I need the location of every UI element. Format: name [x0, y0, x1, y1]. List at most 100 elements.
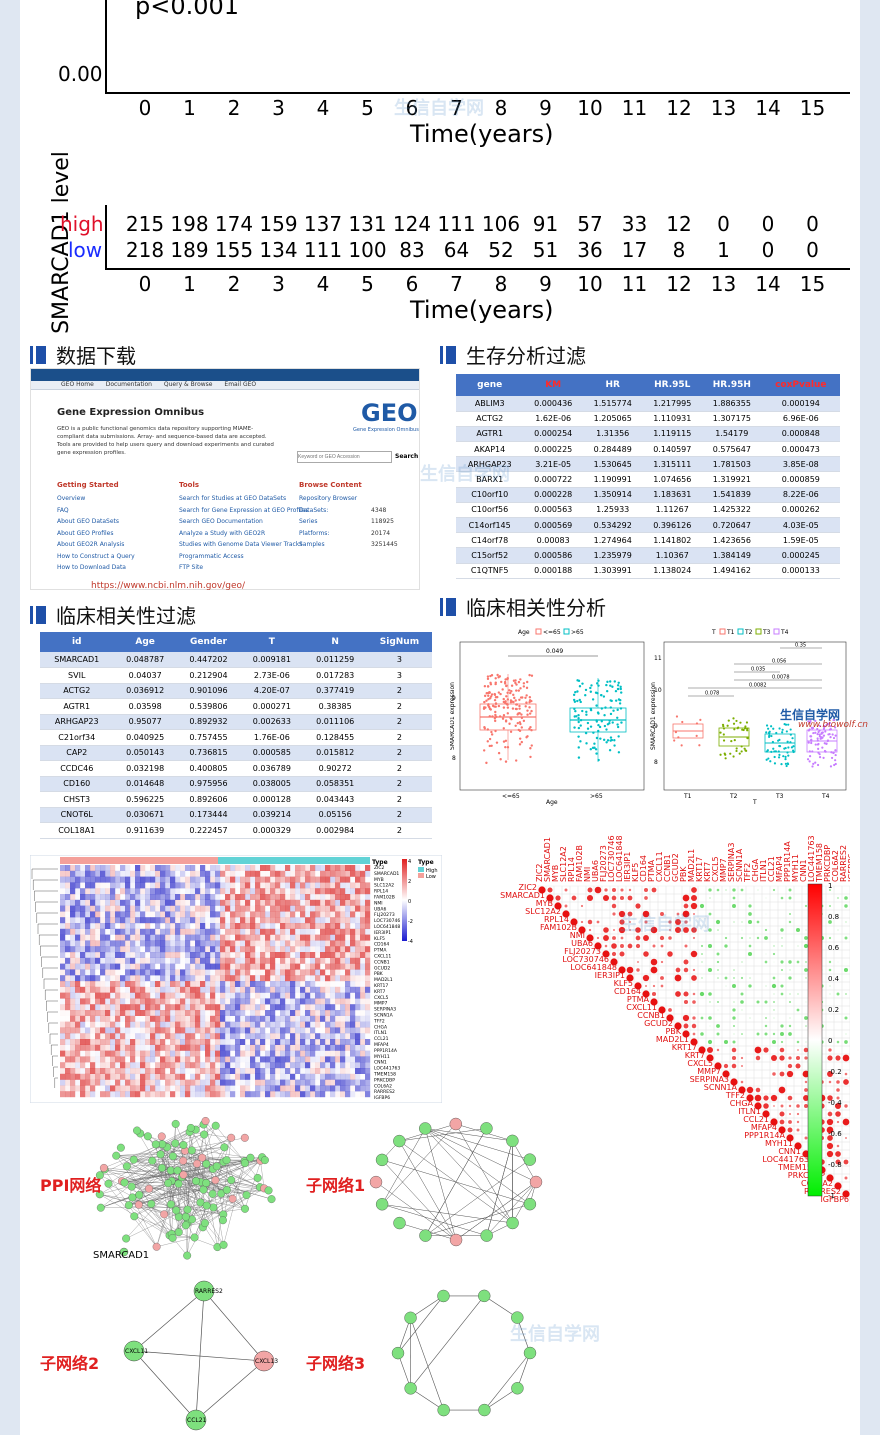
geo-browse-link[interactable]: Series: [299, 518, 318, 525]
table-cell: 3: [366, 652, 432, 668]
svg-text:T3: T3: [775, 793, 784, 800]
geo-tool-link[interactable]: FTP Site: [179, 564, 204, 571]
table-cell: 0.534292: [582, 517, 643, 534]
risk-x-tick: 10: [577, 272, 603, 296]
table-cell: 1.350914: [582, 487, 643, 503]
risk-low-count: 100: [348, 238, 387, 262]
table-cell: 1.11267: [642, 502, 703, 519]
geo-nav-docs[interactable]: Documentation: [105, 381, 152, 388]
table-cell: 0.000436: [523, 396, 583, 412]
risk-x-axis: [105, 268, 850, 270]
geo-link[interactable]: About GEO DataSets: [57, 518, 120, 525]
table-cell: 2: [366, 791, 432, 808]
risk-high-count: 174: [214, 212, 254, 236]
svg-text:SMARCAD1: SMARCAD1: [374, 871, 399, 877]
svg-text:TMEM158: TMEM158: [777, 1163, 817, 1172]
risk-low-count: 17: [621, 238, 648, 262]
table-cell: 8.22E-06: [761, 487, 840, 503]
table-cell: 0.222457: [176, 822, 241, 839]
geo-browse-link[interactable]: Repository Browser: [299, 495, 358, 502]
table-cell: 0.000585: [240, 745, 304, 761]
svg-text:KRT17: KRT17: [374, 983, 388, 989]
km-x-tick: 6: [405, 96, 419, 120]
table-cell: 0.000586: [523, 547, 583, 564]
svg-text:CHGA: CHGA: [374, 1024, 388, 1030]
table-cell: 0.000859: [761, 471, 840, 488]
geo-search-button[interactable]: Search: [395, 453, 419, 460]
geo-browse-link[interactable]: Samples: [299, 541, 325, 548]
geo-search-input[interactable]: [297, 451, 392, 463]
svg-text:4: 4: [408, 859, 411, 865]
table-cell: 1.425322: [702, 502, 762, 519]
geo-browse-link[interactable]: Platforms:: [299, 529, 330, 537]
geo-link[interactable]: Overview: [57, 495, 86, 502]
table-cell: ARHGAP23: [40, 714, 114, 730]
geo-tool-link[interactable]: Programmatic Access: [179, 552, 244, 560]
geo-browse-link[interactable]: DataSets:: [299, 506, 329, 514]
svg-text:LOC730746: LOC730746: [562, 955, 609, 964]
table-cell: 1.315111: [642, 456, 703, 473]
geo-tool-link[interactable]: Studies with Genome Data Viewer Tracks: [179, 541, 303, 548]
geo-link[interactable]: FAQ: [57, 506, 69, 514]
table-cell: SVIL: [40, 667, 114, 684]
geo-nav-home[interactable]: GEO Home: [61, 381, 94, 388]
risk-high-count: 91: [532, 212, 559, 236]
svg-text:LOC730746: LOC730746: [607, 835, 616, 882]
table-cell: 0.000254: [523, 426, 583, 443]
risk-low-count: 0: [761, 238, 775, 262]
table-cell: 0.043443: [303, 791, 367, 808]
svg-text:MMP7: MMP7: [719, 858, 728, 882]
table-cell: 0.032198: [113, 760, 177, 777]
geo-browse-count: 3251445: [371, 541, 398, 548]
table-header: N: [303, 632, 367, 652]
geo-tool-link[interactable]: Search for Gene Expression at GEO Profil…: [179, 506, 309, 514]
geo-desc: GEO is a public functional genomics data…: [57, 426, 274, 456]
geo-nav-query[interactable]: Query & Browse: [163, 381, 213, 388]
svg-text:KRT7: KRT7: [703, 862, 712, 882]
risk-high-count: 0: [806, 212, 819, 236]
table-cell: 2: [366, 683, 432, 699]
svg-text:-0.2: -0.2: [828, 1068, 842, 1076]
risk-low-count: 218: [125, 238, 165, 262]
svg-text:RPL14: RPL14: [567, 857, 576, 882]
geo-link[interactable]: About GEO2R Analysis: [57, 541, 125, 548]
svg-text:SLC12A2: SLC12A2: [374, 883, 394, 889]
svg-text:Low: Low: [426, 874, 436, 880]
geo-tool-link[interactable]: Search GEO Documentation: [179, 518, 263, 525]
geo-tool-link[interactable]: Analyze a Study with GEO2R: [179, 529, 266, 537]
table-header: id: [40, 632, 114, 652]
geo-link[interactable]: About GEO Profiles: [57, 529, 114, 537]
table-cell: 1.54179: [702, 426, 762, 443]
svg-text:0.056: 0.056: [772, 659, 786, 665]
svg-text:SLC12A2: SLC12A2: [559, 846, 568, 882]
svg-text:TMEM158: TMEM158: [373, 1072, 396, 1078]
risk-high-count: 198: [170, 212, 209, 236]
svg-text:CD164: CD164: [639, 855, 648, 882]
table-cell: 0.014648: [113, 776, 177, 792]
table-cell: 6.96E-06: [761, 411, 840, 427]
table-cell: ABLIM3: [456, 396, 524, 412]
geo-url[interactable]: https://www.ncbi.nlm.nih.gov/geo/: [91, 581, 246, 591]
svg-text:ZIC2: ZIC2: [374, 865, 385, 871]
geo-browse-count: 118925: [371, 518, 394, 525]
table-cell: SMARCAD1: [40, 652, 114, 668]
svg-text:UBA6: UBA6: [571, 939, 593, 948]
geo-nav-email[interactable]: Email GEO: [224, 381, 257, 388]
risk-high-label: high: [60, 212, 104, 236]
geo-link[interactable]: How to Construct a Query: [57, 552, 135, 560]
km-x-tick: 7: [450, 96, 463, 120]
table-cell: 1.217995: [642, 396, 703, 412]
svg-text:0.035: 0.035: [751, 667, 765, 673]
geo-tool-link[interactable]: Search for Studies at GEO DataSets: [179, 495, 287, 502]
table-cell: ARHGAP23: [456, 456, 524, 473]
smarcad1-node-label: SMARCAD1: [93, 1250, 150, 1261]
svg-text:LOC641848: LOC641848: [570, 963, 617, 972]
table-cell: 0.911639: [113, 822, 177, 839]
table-row: ACTG2 0.036912 0.901096 4.20E-07 0.377419 2: [40, 683, 432, 699]
table-row: C21orf34 0.040925 0.757455 1.76E-06 0.128455…: [40, 729, 432, 746]
section-survival-title: 生存分析过滤: [440, 340, 586, 369]
svg-text:Type: Type: [372, 859, 388, 866]
sub1-label: 子网络1: [306, 1176, 366, 1195]
svg-text:LOC641848: LOC641848: [615, 835, 624, 882]
geo-link[interactable]: How to Download Data: [57, 564, 126, 571]
